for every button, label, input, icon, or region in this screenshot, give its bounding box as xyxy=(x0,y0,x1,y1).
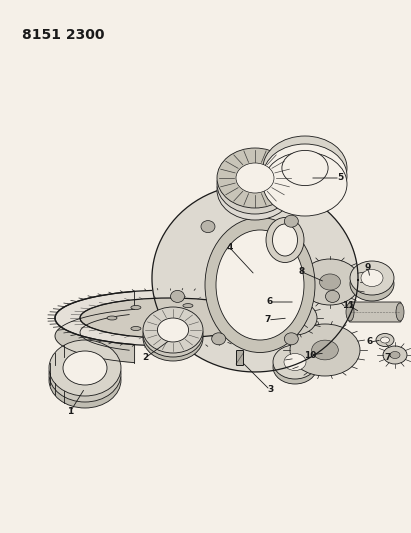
Polygon shape xyxy=(152,184,358,372)
Ellipse shape xyxy=(217,160,293,220)
Ellipse shape xyxy=(263,144,347,208)
Ellipse shape xyxy=(217,148,293,208)
Ellipse shape xyxy=(201,221,215,232)
Ellipse shape xyxy=(300,259,360,305)
Ellipse shape xyxy=(217,154,293,214)
Ellipse shape xyxy=(55,290,285,346)
Ellipse shape xyxy=(350,261,394,295)
Ellipse shape xyxy=(236,169,274,199)
FancyBboxPatch shape xyxy=(349,302,401,322)
Text: 7: 7 xyxy=(385,353,391,362)
FancyBboxPatch shape xyxy=(236,351,243,366)
Ellipse shape xyxy=(131,327,141,330)
Ellipse shape xyxy=(216,230,304,340)
Text: 1: 1 xyxy=(67,408,73,416)
Ellipse shape xyxy=(212,333,226,345)
Ellipse shape xyxy=(290,324,360,376)
Text: 10: 10 xyxy=(304,351,316,359)
Ellipse shape xyxy=(220,320,230,324)
Ellipse shape xyxy=(284,333,298,345)
Ellipse shape xyxy=(319,274,340,290)
Ellipse shape xyxy=(80,298,260,338)
Ellipse shape xyxy=(143,311,203,357)
Ellipse shape xyxy=(150,313,190,323)
Ellipse shape xyxy=(49,340,121,396)
Ellipse shape xyxy=(346,303,354,321)
Text: 6: 6 xyxy=(267,297,273,306)
Ellipse shape xyxy=(263,136,347,200)
Ellipse shape xyxy=(107,316,117,320)
Ellipse shape xyxy=(49,352,121,408)
Ellipse shape xyxy=(205,217,315,352)
Polygon shape xyxy=(55,292,134,362)
Ellipse shape xyxy=(361,270,383,287)
Ellipse shape xyxy=(272,224,298,256)
Text: 8151 2300: 8151 2300 xyxy=(22,28,104,42)
Text: 2: 2 xyxy=(142,353,148,362)
Ellipse shape xyxy=(390,351,400,359)
Text: 9: 9 xyxy=(365,263,371,272)
Ellipse shape xyxy=(284,292,312,312)
Ellipse shape xyxy=(292,297,304,306)
Ellipse shape xyxy=(183,304,193,308)
Ellipse shape xyxy=(236,163,274,193)
Ellipse shape xyxy=(284,353,306,370)
Ellipse shape xyxy=(273,345,317,379)
Ellipse shape xyxy=(376,334,394,346)
Ellipse shape xyxy=(273,350,317,384)
Ellipse shape xyxy=(282,150,328,185)
Ellipse shape xyxy=(273,301,317,335)
Ellipse shape xyxy=(396,303,404,321)
Ellipse shape xyxy=(266,217,304,262)
Ellipse shape xyxy=(131,305,141,310)
Ellipse shape xyxy=(236,175,274,205)
Text: 7: 7 xyxy=(265,316,271,325)
Text: 5: 5 xyxy=(337,174,343,182)
Ellipse shape xyxy=(286,312,303,325)
Ellipse shape xyxy=(350,267,394,301)
Ellipse shape xyxy=(326,290,339,302)
Ellipse shape xyxy=(143,307,203,353)
Ellipse shape xyxy=(143,315,203,361)
Ellipse shape xyxy=(49,346,121,402)
Text: 8: 8 xyxy=(299,268,305,277)
Ellipse shape xyxy=(157,318,189,342)
Ellipse shape xyxy=(183,328,193,333)
Ellipse shape xyxy=(381,337,390,343)
Ellipse shape xyxy=(171,290,185,302)
Ellipse shape xyxy=(383,346,407,364)
Text: 6: 6 xyxy=(367,337,373,346)
Text: 4: 4 xyxy=(227,244,233,253)
Ellipse shape xyxy=(63,351,107,385)
Text: 3: 3 xyxy=(267,385,273,394)
Ellipse shape xyxy=(312,340,338,360)
Ellipse shape xyxy=(263,152,347,216)
Ellipse shape xyxy=(284,215,298,227)
Text: 11: 11 xyxy=(342,301,354,310)
